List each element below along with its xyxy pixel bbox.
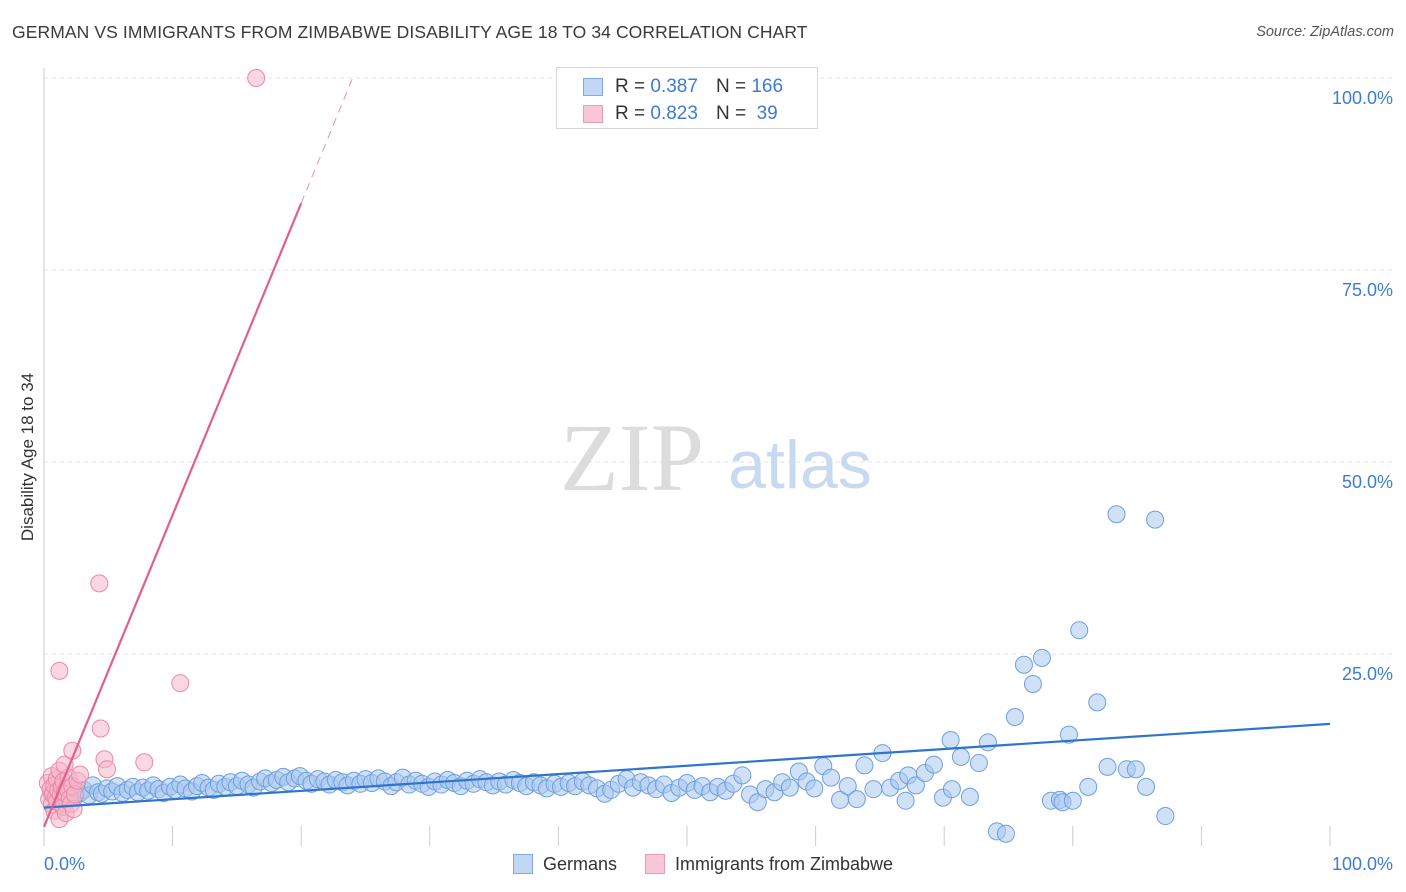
y-tick-labels: 25.0% 50.0% 75.0% 100.0% [1332, 88, 1393, 684]
germans-point [906, 776, 925, 795]
germans-point [1014, 655, 1033, 674]
germans-point [838, 777, 857, 796]
germans-point [822, 768, 841, 787]
y-tick-label: 50.0% [1342, 472, 1393, 492]
germans-point [969, 754, 988, 773]
legend-swatch-zimbabwe [644, 854, 665, 874]
y-tick-label: 75.0% [1342, 280, 1393, 300]
zimbabwe-point [135, 753, 154, 772]
legend-r-label: R = [615, 76, 646, 97]
zimbabwe-point [91, 719, 110, 738]
germans-point [1126, 760, 1145, 779]
legend-r-value: 0.823 [650, 103, 698, 124]
germans-point [780, 778, 799, 797]
zimbabwe-points [38, 69, 266, 829]
watermark-zip: ZIP [560, 404, 704, 511]
legend-swatch-germans [583, 78, 603, 96]
zimbabwe-point [98, 760, 117, 779]
zimbabwe-point [171, 674, 190, 693]
germans-points [42, 505, 1175, 843]
germans-point [1088, 693, 1107, 712]
germans-point [847, 790, 866, 809]
legend-r-value: 0.387 [650, 76, 698, 97]
legend-n-value: 166 [751, 76, 784, 97]
germans-point [942, 780, 961, 799]
germans-point [1107, 505, 1126, 524]
zimbabwe-trendline-extension [300, 77, 354, 204]
germans-point [960, 787, 979, 806]
watermark: ZIP atlas [560, 404, 872, 511]
legend-row-zimbabwe: R = 0.823 N = 39 [583, 101, 778, 127]
legend-item-germans[interactable]: Germans [512, 853, 617, 875]
germans-point [941, 731, 960, 750]
germans-trendline [43, 722, 1331, 809]
germans-point [924, 755, 943, 774]
germans-point [896, 791, 915, 810]
legend-item-zimbabwe[interactable]: Immigrants from Zimbabwe [644, 853, 894, 875]
germans-point [1059, 725, 1078, 744]
legend-r-label: R = [615, 103, 646, 124]
zimbabwe-trendline [42, 202, 303, 828]
germans-point [978, 733, 997, 752]
y-tick-label: 100.0% [1332, 88, 1393, 108]
source-label: Source: ZipAtlas.com [1256, 24, 1394, 40]
legend-label-germans: Germans [542, 853, 617, 874]
x-tick-label: 0.0% [44, 854, 85, 874]
germans-point [996, 824, 1015, 843]
germans-point [1070, 621, 1089, 640]
legend-row-germans: R = 0.387 N = 166 [583, 74, 783, 100]
x-ticks [43, 826, 1331, 846]
x-tick-label: 100.0% [1332, 854, 1393, 874]
y-tick-label: 25.0% [1342, 664, 1393, 684]
germans-point [1005, 707, 1024, 726]
x-tick-labels: 0.0% 100.0% [44, 854, 1393, 874]
germans-point [1063, 791, 1082, 810]
germans-point [733, 766, 752, 785]
germans-point [864, 780, 883, 799]
germans-point [855, 756, 874, 775]
correlation-legend: R = 0.387 N = 166 R = 0.823 N = 39 [556, 67, 818, 129]
germans-point [951, 747, 970, 766]
zimbabwe-point [50, 661, 69, 680]
legend-n-label: N = [715, 76, 747, 97]
gridlines [44, 77, 1392, 655]
legend-n-value: 39 [751, 103, 778, 124]
trendlines [42, 77, 1331, 828]
series-legend: Germans Immigrants from Zimbabwe [0, 850, 1406, 878]
legend-n-label: N = [715, 103, 747, 124]
germans-point [1032, 648, 1051, 667]
watermark-atlas: atlas [728, 427, 872, 503]
zimbabwe-point [247, 69, 266, 87]
germans-point [1079, 777, 1098, 796]
chart-title: GERMAN VS IMMIGRANTS FROM ZIMBABWE DISAB… [12, 22, 808, 42]
germans-point [1137, 777, 1156, 796]
zimbabwe-point [90, 574, 109, 593]
germans-point [1156, 807, 1175, 826]
germans-point [1146, 510, 1165, 529]
zimbabwe-point [71, 765, 90, 784]
germans-point [1023, 674, 1042, 693]
legend-label-zimbabwe: Immigrants from Zimbabwe [674, 853, 894, 874]
germans-point [1098, 757, 1117, 776]
germans-point [805, 779, 824, 798]
legend-swatch-zimbabwe [583, 105, 603, 123]
legend-swatch-germans [512, 854, 533, 874]
